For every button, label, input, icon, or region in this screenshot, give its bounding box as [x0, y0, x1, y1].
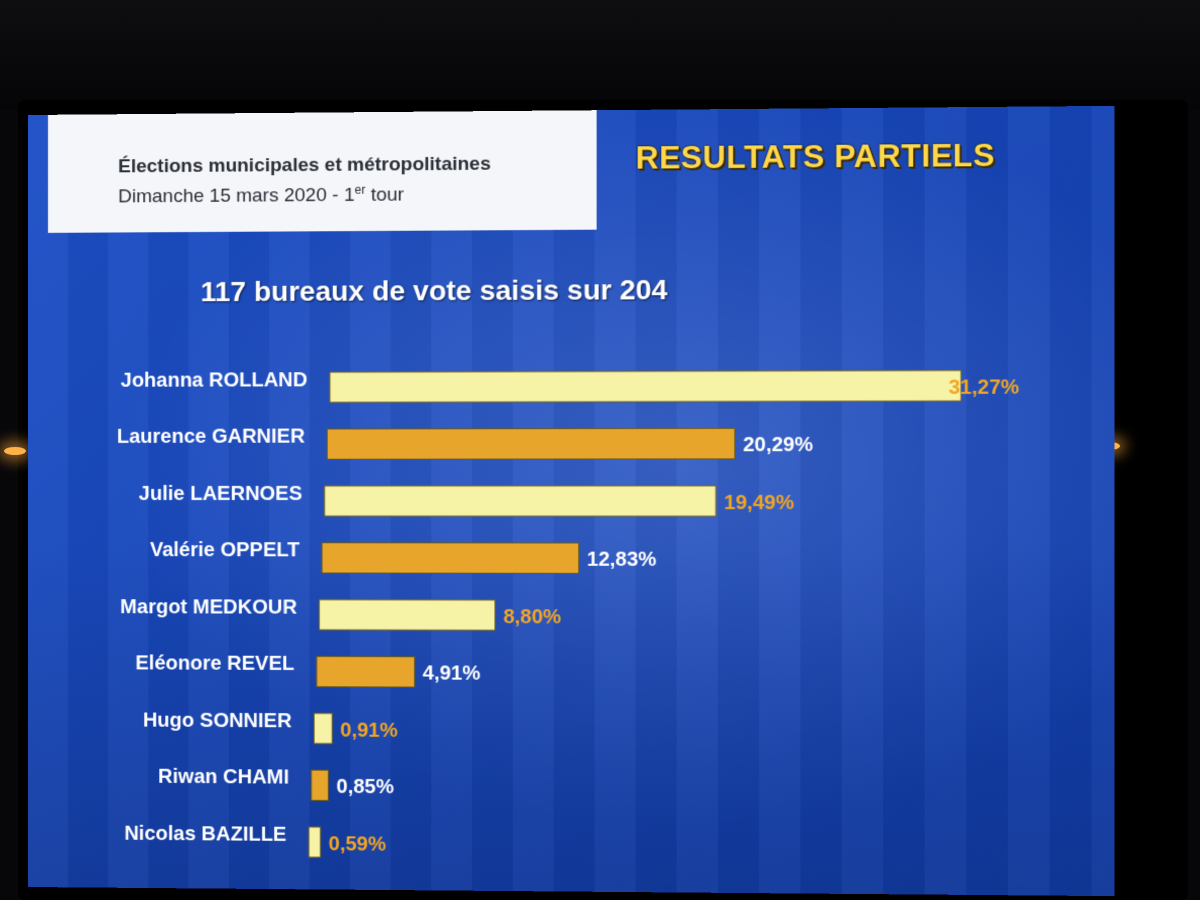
percentage-label: 0,59% [329, 833, 387, 856]
percentage-label: 20,29% [743, 434, 813, 456]
percentage-label: 12,83% [587, 549, 657, 571]
result-bar [330, 370, 961, 402]
result-bar [327, 428, 735, 459]
percentage-label: 31,27% [949, 376, 1020, 399]
presentation-screen: Élections municipales et métropolitaines… [28, 106, 1115, 896]
result-bar [309, 827, 321, 857]
percentage-label: 0,91% [340, 719, 398, 741]
candidate-label: Hugo SONNIER [143, 710, 292, 733]
percentage-label: 8,80% [503, 606, 561, 628]
candidate-label: Johanna ROLLAND [121, 369, 308, 392]
room-background [0, 0, 1200, 110]
results-bar-chart: Johanna ROLLAND 31,27% Laurence GARNIER 20,… [28, 106, 1115, 896]
room-light-left [4, 447, 26, 455]
result-bar [319, 600, 495, 631]
percentage-label: 4,91% [423, 663, 481, 685]
candidate-label: Valérie OPPELT [150, 540, 300, 562]
result-bar [325, 486, 716, 516]
percentage-label: 19,49% [724, 492, 794, 514]
percentage-label: 0,85% [336, 776, 394, 799]
candidate-label: Riwan CHAMI [158, 766, 289, 789]
result-bar [317, 656, 415, 687]
candidate-label: Nicolas BAZILLE [124, 823, 286, 846]
candidate-label: Julie LAERNOES [139, 483, 302, 505]
result-bar [314, 713, 332, 743]
candidate-label: Margot MEDKOUR [120, 596, 297, 619]
candidate-label: Laurence GARNIER [117, 426, 306, 448]
result-bar [311, 770, 328, 800]
result-bar [322, 543, 579, 574]
candidate-label: Eléonore REVEL [135, 653, 294, 676]
